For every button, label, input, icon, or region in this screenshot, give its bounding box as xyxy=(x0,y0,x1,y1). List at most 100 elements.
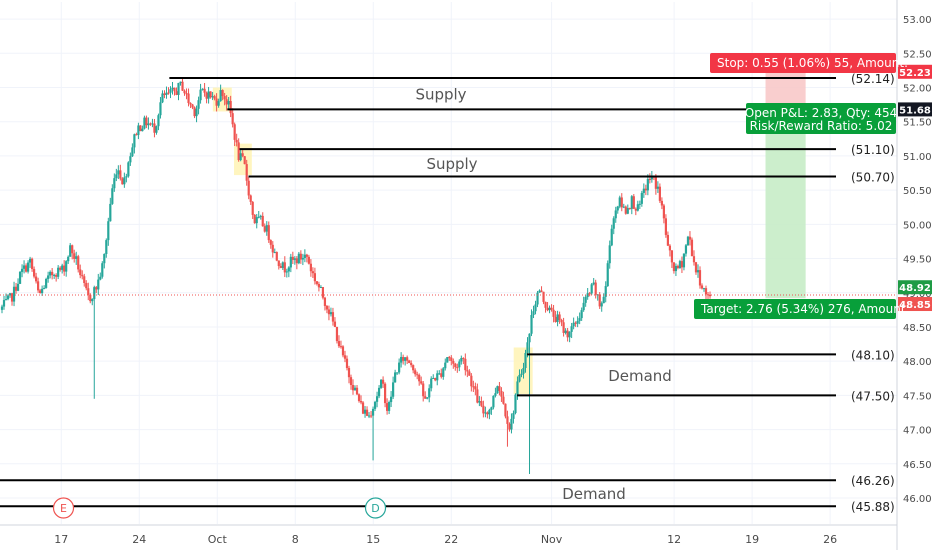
candle-body xyxy=(263,226,266,232)
candle-up xyxy=(642,183,645,198)
candle-body xyxy=(688,236,692,240)
candle-up xyxy=(400,352,403,368)
candle-body xyxy=(169,89,172,93)
candle-body xyxy=(259,215,262,217)
event-marker-circle[interactable] xyxy=(364,497,387,519)
candle-down xyxy=(317,281,321,292)
candle-down xyxy=(552,304,555,323)
candle-down xyxy=(450,355,453,366)
candle-down xyxy=(700,283,704,290)
candle-body xyxy=(580,310,583,319)
candle-down xyxy=(406,355,409,365)
candle-body xyxy=(49,271,52,276)
candle-body xyxy=(448,357,451,359)
candle-body xyxy=(163,93,166,95)
risk-zone[interactable] xyxy=(765,66,806,110)
candle-down xyxy=(325,304,329,314)
candle-up xyxy=(69,243,72,257)
candle-body xyxy=(109,203,112,222)
candle-down xyxy=(269,239,272,249)
event-marker[interactable]: E xyxy=(52,497,75,519)
price-badge-value: 48.85 xyxy=(899,300,931,311)
price-badge xyxy=(898,102,932,117)
candle-up xyxy=(696,264,700,278)
candle-up xyxy=(398,358,401,375)
candle-body xyxy=(442,368,445,377)
level-label: (52.14) xyxy=(851,72,895,86)
candle-up xyxy=(458,359,461,372)
candle-body xyxy=(588,293,591,295)
candle-body xyxy=(498,386,501,391)
candle-down xyxy=(598,292,601,309)
candle-up xyxy=(373,400,377,411)
position-tool-layer[interactable] xyxy=(765,66,806,299)
candle-up xyxy=(608,240,611,269)
candle-down xyxy=(486,411,489,419)
event-marker[interactable]: D xyxy=(364,497,387,519)
candle-body xyxy=(161,93,164,103)
candle-body xyxy=(518,374,521,382)
candle-body xyxy=(231,113,234,125)
candle-up xyxy=(57,265,60,280)
candle-body xyxy=(460,358,463,362)
candle-body xyxy=(468,371,471,376)
candle-up xyxy=(678,259,682,269)
candle-down xyxy=(654,174,657,195)
candle-body xyxy=(67,256,70,262)
candle-body xyxy=(337,341,341,347)
candle-down xyxy=(261,212,264,227)
candle-body xyxy=(590,284,593,294)
candle-body xyxy=(680,261,684,268)
level-lines-layer[interactable]: (52.14)(51.68)(51.10)(50.70)(48.10)(47.5… xyxy=(0,72,895,514)
candle-down xyxy=(588,291,591,297)
candle-up xyxy=(6,294,10,301)
candle-down xyxy=(474,382,477,396)
candle-down xyxy=(295,256,298,270)
stop-label-box xyxy=(710,53,896,73)
candle-down xyxy=(347,365,351,384)
candle-body xyxy=(309,263,312,272)
candle-down xyxy=(349,374,353,390)
candle-up xyxy=(496,385,499,394)
candle-up xyxy=(682,253,686,271)
candle-body xyxy=(668,245,672,251)
candle-body xyxy=(438,373,441,375)
candle-body xyxy=(53,274,56,276)
candle-up xyxy=(430,376,433,392)
candle-body xyxy=(375,396,379,402)
candle-body xyxy=(670,250,674,263)
candle-down xyxy=(215,93,218,112)
candle-body xyxy=(225,99,228,105)
candle-up xyxy=(363,406,367,418)
y-tick-label: 46.00 xyxy=(903,494,932,505)
candle-body xyxy=(398,362,401,373)
candle-up xyxy=(105,238,108,258)
candle-body xyxy=(676,265,680,269)
candle-body xyxy=(211,96,214,98)
candle-body xyxy=(540,290,543,292)
candle-down xyxy=(189,102,192,109)
candle-down xyxy=(355,385,359,396)
candle-up xyxy=(586,287,589,300)
event-marker-label: E xyxy=(60,502,67,515)
candle-body xyxy=(199,89,202,101)
candle-up xyxy=(584,295,587,307)
candle-body xyxy=(4,299,8,301)
candle-body xyxy=(422,383,425,397)
candle-up xyxy=(548,305,551,314)
candle-body xyxy=(672,262,676,272)
profit-zone[interactable] xyxy=(765,109,806,299)
candle-down xyxy=(670,250,674,268)
candle-up xyxy=(207,86,210,104)
level-label: (51.10) xyxy=(851,143,895,157)
candle-body xyxy=(530,315,533,334)
candle-body xyxy=(269,240,272,245)
candle-up xyxy=(626,204,629,215)
candle-down xyxy=(185,88,188,100)
candle-body xyxy=(71,245,74,254)
candle-down xyxy=(213,94,216,101)
candle-body xyxy=(696,270,700,273)
event-marker-circle[interactable] xyxy=(52,497,75,519)
